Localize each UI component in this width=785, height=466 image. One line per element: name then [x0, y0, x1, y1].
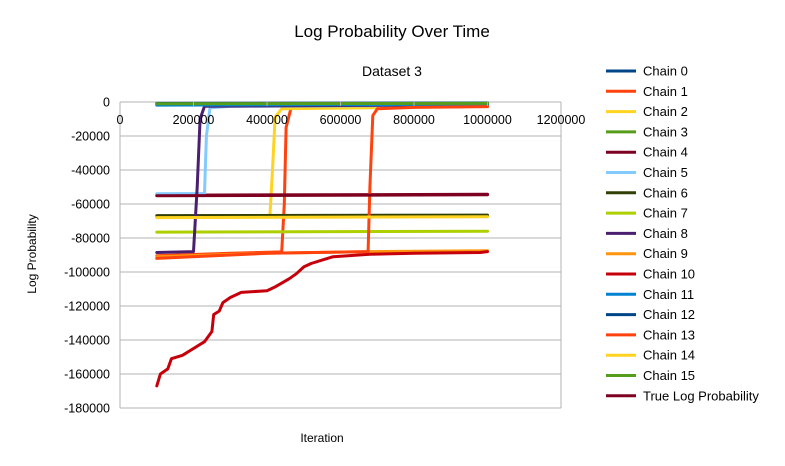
series-line-14	[155, 215, 489, 220]
x-tick-label: 600000	[320, 113, 362, 127]
chart-title: Log Probability Over Time	[294, 22, 490, 41]
x-tick-label: 800000	[393, 113, 435, 127]
legend-label-13: Chain 13	[643, 327, 695, 342]
y-tick-label: -80000	[71, 232, 110, 246]
legend-label-3: Chain 3	[643, 124, 688, 139]
legend-label-5: Chain 5	[643, 165, 688, 180]
series-line-13	[155, 105, 489, 260]
series-line-7	[155, 229, 489, 234]
x-tick-label: 1000000	[463, 113, 512, 127]
y-tick-label: -120000	[64, 300, 110, 314]
legend-label-14: Chain 14	[643, 348, 695, 363]
x-tick-label: 400000	[246, 113, 288, 127]
y-axis-ticks: 0 -20000 -40000 -60000 -80000 -100000 -120000 -…	[64, 96, 110, 416]
legend-label-6: Chain 6	[643, 185, 688, 200]
y-tick-label: -100000	[64, 266, 110, 280]
y-axis-label: Log Probability	[25, 214, 39, 293]
gridlines	[120, 101, 561, 409]
series-line-16	[155, 193, 489, 198]
axes	[119, 102, 562, 408]
x-axis-ticks: 0 200000 400000 600000 800000 1000000 1200000	[117, 113, 586, 127]
legend-label-11: Chain 11	[643, 287, 694, 302]
series-line-6	[155, 213, 489, 218]
legend-label-1: Chain 1	[643, 84, 688, 99]
legend-label-10: Chain 10	[643, 267, 695, 282]
plot-series	[155, 101, 489, 388]
series-line-10	[155, 250, 489, 388]
legend-label-9: Chain 9	[643, 246, 688, 261]
legend-label-2: Chain 2	[643, 104, 688, 119]
y-tick-label: -140000	[64, 334, 110, 348]
legend-label-12: Chain 12	[643, 307, 695, 322]
y-tick-label: -20000	[71, 130, 110, 144]
legend-label-15: Chain 15	[643, 368, 695, 383]
y-tick-label: -40000	[71, 164, 110, 178]
legend-label-7: Chain 7	[643, 206, 688, 221]
legend-label-0: Chain 0	[643, 64, 688, 79]
y-tick-label: -60000	[71, 198, 110, 212]
chart-subtitle: Dataset 3	[362, 63, 422, 79]
y-tick-label: -180000	[64, 402, 110, 416]
x-axis-label: Iteration	[300, 431, 343, 445]
y-tick-label: 0	[103, 96, 110, 110]
y-tick-label: -160000	[64, 368, 110, 382]
x-tick-label: 0	[117, 113, 124, 127]
legend-label-4: Chain 4	[643, 145, 688, 160]
legend: Chain 0 Chain 1 Chain 2 Chain 3 Chain 4 Chain…	[606, 64, 759, 403]
x-tick-label: 1200000	[537, 113, 586, 127]
legend-label-16: True Log Probability	[643, 388, 759, 403]
legend-label-8: Chain 8	[643, 226, 688, 241]
x-tick-label: 200000	[173, 113, 215, 127]
